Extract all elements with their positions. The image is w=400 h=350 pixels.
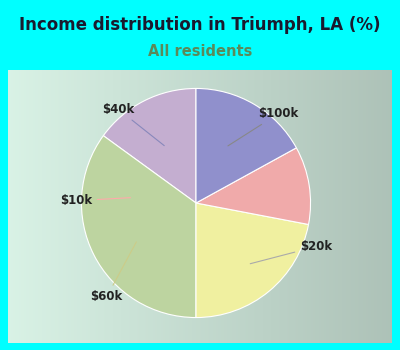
Text: Income distribution in Triumph, LA (%): Income distribution in Triumph, LA (%) [19, 16, 381, 34]
Wedge shape [103, 89, 196, 203]
Text: All residents: All residents [148, 44, 252, 59]
Text: $40k: $40k [102, 103, 164, 146]
Wedge shape [196, 203, 308, 317]
Text: $100k: $100k [228, 107, 298, 146]
Wedge shape [196, 148, 310, 224]
Text: $20k: $20k [250, 240, 332, 264]
Wedge shape [82, 136, 196, 317]
Text: $10k: $10k [60, 194, 130, 207]
Text: $60k: $60k [90, 242, 136, 303]
Wedge shape [196, 89, 296, 203]
